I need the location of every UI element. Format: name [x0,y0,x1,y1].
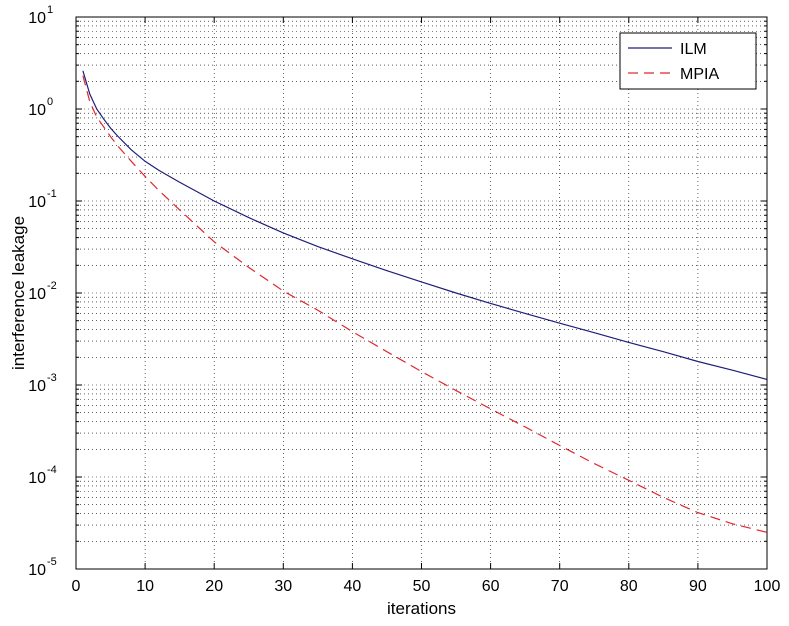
y-tick-label: 10 [28,10,46,27]
y-tick-label: 10 [28,378,46,395]
x-tick-labels: 0 10 20 30 40 50 60 70 80 90 100 [72,578,781,595]
y-tick-label: 10 [28,194,46,211]
x-tick-label: 70 [551,578,569,595]
grid [76,17,767,569]
series-layer [82,70,768,533]
x-tick-label: 100 [754,578,781,595]
y-tick-exponent: -4 [47,464,57,476]
x-tick-label: 10 [136,578,154,595]
y-tick-label: 10 [28,470,46,487]
x-tick-label: 20 [205,578,223,595]
y-tick-label: 10 [28,102,46,119]
legend-box [619,32,757,90]
x-tick-label: 80 [620,578,638,595]
legend-label-mpia: MPIA [680,66,719,83]
y-tick-exponent: -2 [47,280,57,292]
y-tick-exponent: -1 [47,188,57,200]
legend-label-ilm: ILM [680,41,707,58]
y-tick-exponent: 0 [47,96,53,108]
x-tick-label: 0 [72,578,81,595]
y-axis-label: interference leakage [9,216,28,370]
ticks [75,16,768,570]
y-tick-label: 10 [28,562,46,579]
x-tick-label: 60 [482,578,500,595]
x-tick-label: 50 [413,578,431,595]
x-tick-label: 30 [274,578,292,595]
y-tick-exponent: 1 [47,4,53,16]
y-tick-exponent: -5 [47,556,57,568]
x-tick-label: 90 [689,578,707,595]
x-axis-label: iterations [387,599,456,618]
y-tick-exponent: -3 [47,372,57,384]
x-tick-label: 40 [344,578,362,595]
series-line-ilm [82,70,768,380]
y-tick-label: 10 [28,286,46,303]
legend: ILM MPIA [619,32,757,90]
series-line-mpia [82,75,768,533]
